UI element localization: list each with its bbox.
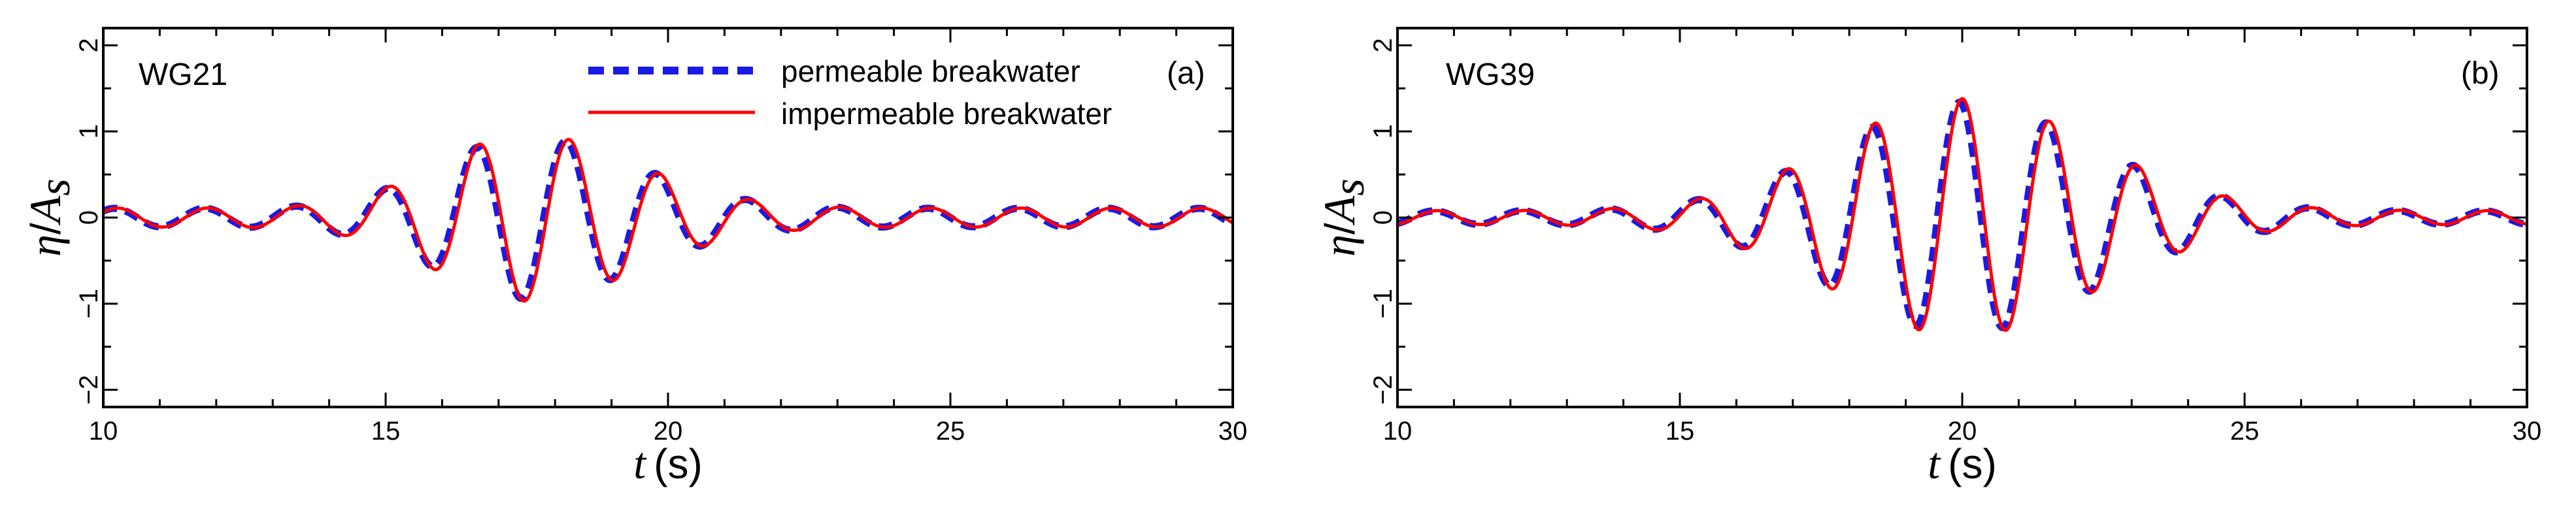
x-tick-label-a-10: 10 [89,417,118,446]
x-tick-label-a-30: 30 [1218,417,1248,446]
ticks-layer-a: 10 15 20 25 30 −2 −1 0 1 2 [75,28,1247,446]
y-axis-symbol-a: η [20,235,70,257]
y-tick-label-b-0: 0 [1369,210,1397,225]
chart-panel-b: 10 15 20 25 30 −2 −1 0 1 2 WG39 (b) η/As t (s) [1314,27,2541,488]
panel-id-b: (b) [2461,56,2500,91]
y-tick-label-a-2: 2 [75,38,103,52]
series-layer-b [1394,97,2530,332]
y-axis-symbol-b: η [1314,235,1364,257]
legend-label-permeable: permeable breakwater [781,54,1080,88]
x-tick-label-b-20: 20 [1948,417,1977,446]
series-line-impermeable-b [1396,97,2528,332]
y-tick-label-b-1: 1 [1369,124,1397,138]
y-axis-var-a: A [20,195,70,225]
x-axis-symbol-b: t [1928,438,1941,488]
y-axis-div-b: / [1316,223,1363,235]
y-tick-label-b--1: −1 [1369,289,1397,319]
x-tick-label-a-15: 15 [371,417,401,446]
legend: permeable breakwater impermeable breakwa… [588,54,1112,131]
ticks-layer-b: 10 15 20 25 30 −2 −1 0 1 2 [1369,28,2541,446]
legend-label-impermeable: impermeable breakwater [781,97,1112,131]
probe-label-a: WG21 [139,57,227,92]
y-tick-label-a--1: −1 [75,289,103,319]
x-tick-label-b-15: 15 [1665,417,1695,446]
x-axis-unit-b: (s) [1948,440,1997,487]
y-axis-label-b: η/As [1314,178,1373,257]
y-axis-var-b: A [1314,195,1364,225]
y-tick-label-a--2: −2 [75,375,103,405]
y-axis-div-a: / [22,223,69,235]
chart-panel-a: 10 15 20 25 30 −2 −1 0 1 2 WG21 (a) permeable bre… [20,27,1247,488]
x-tick-label-b-25: 25 [2230,417,2260,446]
y-axis-label-a: η/As [20,178,79,257]
x-tick-label-b-30: 30 [2513,417,2542,446]
x-tick-label-a-25: 25 [936,417,965,446]
x-axis-unit-a: (s) [654,440,703,487]
y-tick-label-b-2: 2 [1369,38,1397,52]
y-tick-label-a-0: 0 [75,210,103,225]
y-axis-sub-b: s [1324,178,1373,195]
series-layer-a [100,137,1236,303]
y-tick-label-a-1: 1 [75,124,103,138]
x-axis-symbol-a: t [633,438,647,488]
x-tick-label-b-10: 10 [1383,417,1413,446]
panel-id-a: (a) [1167,56,1205,91]
y-axis-sub-a: s [29,178,79,195]
x-axis-label-b: t (s) [1928,438,1997,488]
probe-label-b: WG39 [1446,57,1535,92]
x-tick-label-a-20: 20 [654,417,683,446]
x-axis-label-a: t (s) [633,438,703,488]
series-line-impermeable-a [102,138,1234,303]
y-tick-label-b--2: −2 [1369,375,1397,405]
